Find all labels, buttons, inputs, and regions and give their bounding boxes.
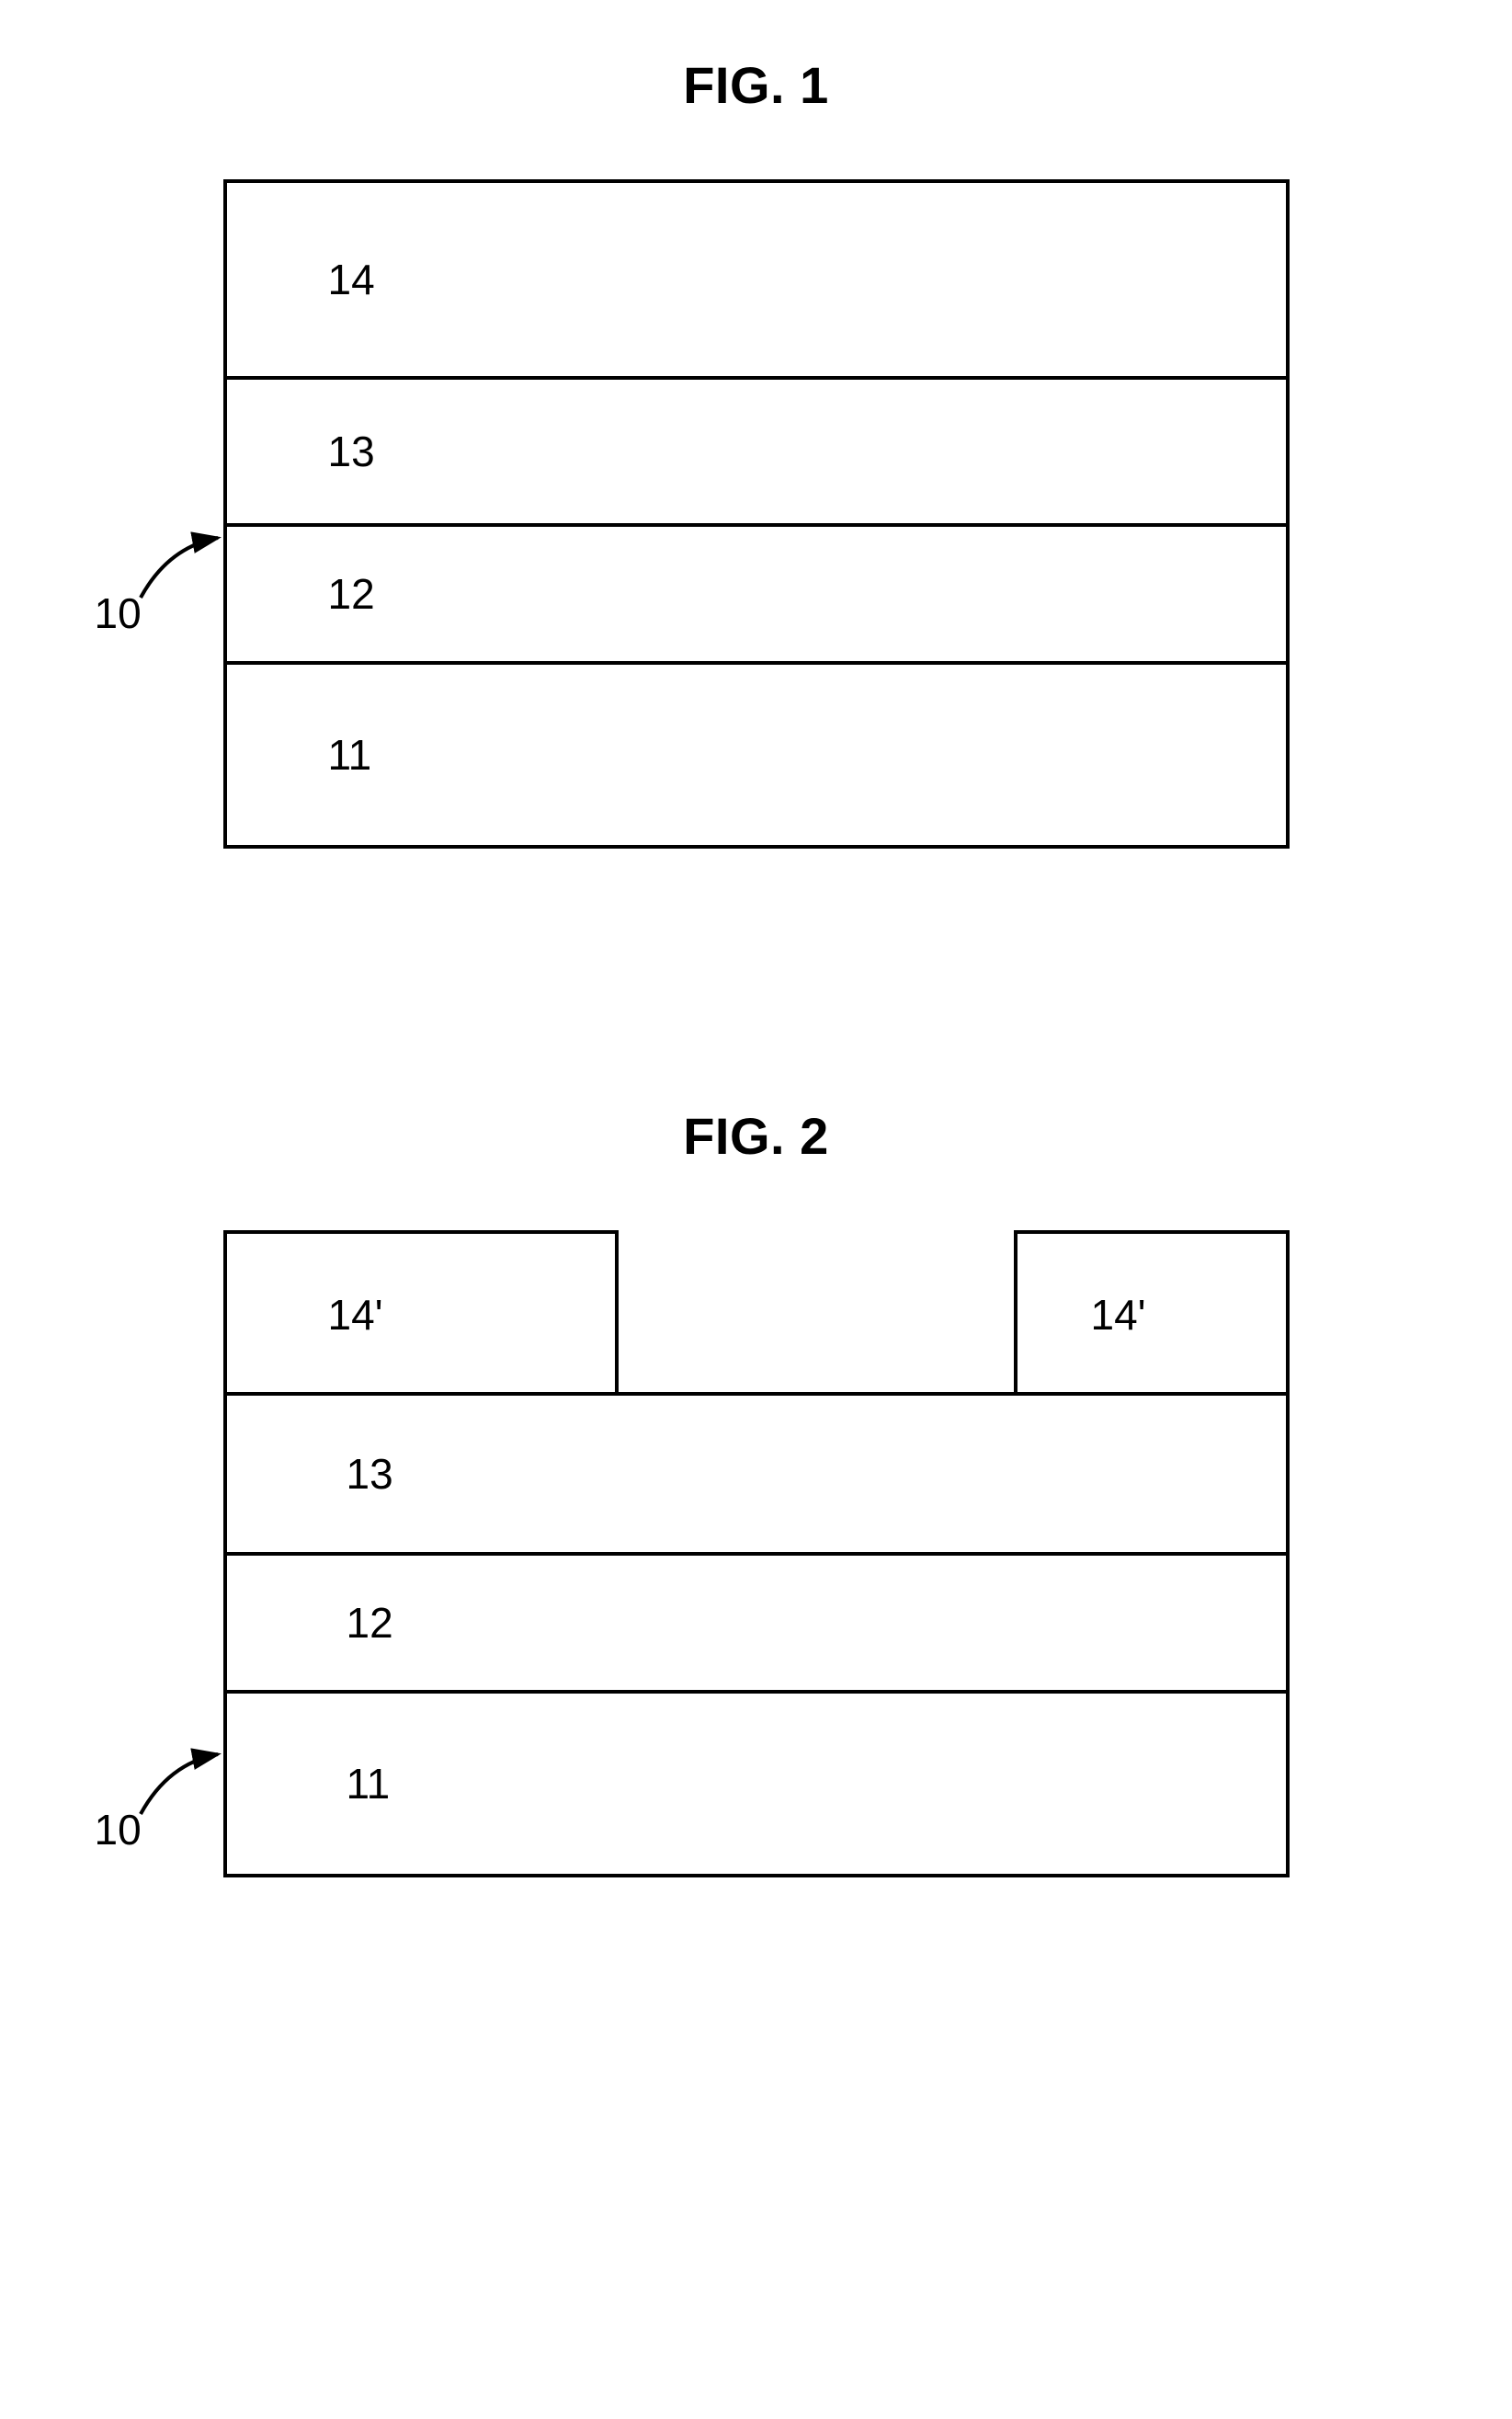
fig1-layer-11: 11 [227,661,1286,845]
figure-1-diagram: 14 13 12 11 [223,179,1290,849]
figure-2: FIG. 2 10 14' 14' [223,1106,1290,1877]
fig2-seg-14-right-label: 14' [1091,1290,1146,1340]
fig2-seg-14-left-label: 14' [328,1290,383,1340]
fig2-seg-14-right: 14' [1014,1230,1290,1396]
fig1-layer-11-label: 11 [328,730,372,780]
fig2-layer-11-label: 11 [347,1759,391,1809]
fig1-layer-14-label: 14 [328,255,375,304]
figure-2-diagram: 13 12 11 [223,1392,1290,1877]
fig2-layer-13: 13 [227,1396,1286,1552]
fig1-layer-13: 13 [227,376,1286,523]
fig2-layer-12-label: 12 [347,1598,393,1648]
fig1-layer-12-label: 12 [328,569,375,619]
figure-2-diagram-wrap: 10 14' 14' 13 [223,1230,1290,1877]
fig2-layer-13-label: 13 [347,1449,393,1499]
fig1-layer-14: 14 [227,183,1286,376]
figure-1: FIG. 1 10 14 13 12 [223,55,1290,849]
figure-1-diagram-wrap: 10 14 13 12 11 [223,179,1290,849]
figure-1-title: FIG. 1 [683,55,829,115]
fig2-seg-14-left: 14' [223,1230,619,1396]
figure-1-pointer-label: 10 [95,588,142,638]
fig2-layer-12: 12 [227,1552,1286,1690]
fig2-top-gap [619,1230,1014,1396]
figure-2-title: FIG. 2 [683,1106,829,1166]
fig1-layer-13-label: 13 [328,427,375,476]
fig2-layer-11: 11 [227,1690,1286,1874]
figure-2-pointer-label: 10 [95,1805,142,1854]
fig2-top-row: 14' 14' [223,1230,1290,1396]
fig1-layer-12: 12 [227,523,1286,661]
